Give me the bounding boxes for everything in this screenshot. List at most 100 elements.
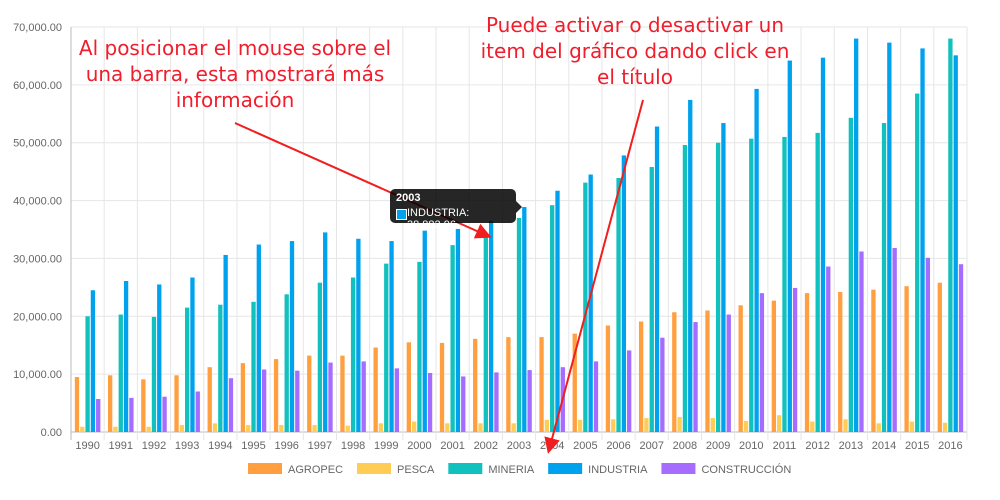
bar-construcción-2009 xyxy=(726,314,731,432)
legend-item-mineria[interactable]: MINERIA xyxy=(488,464,535,476)
bar-industria-2015 xyxy=(920,48,925,433)
bar-industria-1998 xyxy=(356,238,361,432)
legend-item-agropec[interactable]: AGROPEC xyxy=(288,464,343,476)
y-tick-label: 50,000.00 xyxy=(13,138,62,150)
bar-pesca-1998 xyxy=(345,425,350,432)
legend-swatch-pesca[interactable] xyxy=(357,463,392,474)
bar-construcción-2003 xyxy=(527,370,532,432)
bar-industria-1990 xyxy=(90,290,96,432)
bar-mineria-2010 xyxy=(749,138,754,432)
bar-agropec-2003 xyxy=(506,337,511,432)
bar-industria-1992 xyxy=(157,284,162,432)
x-tick-label: 2007 xyxy=(639,440,663,452)
legend-swatch-industria[interactable] xyxy=(548,463,583,474)
x-tick-label: 2012 xyxy=(805,440,829,452)
bar-agropec-2012 xyxy=(804,293,810,432)
x-tick-label: 2015 xyxy=(905,440,929,452)
bar-agropec-2006 xyxy=(605,325,611,432)
y-tick-label: 10,000.00 xyxy=(13,369,62,381)
bar-construcción-2001 xyxy=(461,376,466,432)
bar-mineria-2004 xyxy=(550,205,555,432)
bar-industria-2016 xyxy=(953,55,958,432)
x-tick-label: 2016 xyxy=(938,440,962,452)
bar-agropec-2010 xyxy=(738,305,743,432)
bar-mineria-2001 xyxy=(450,245,455,432)
y-tick-label: 20,000.00 xyxy=(13,311,62,323)
bar-industria-2004 xyxy=(555,190,560,432)
bar-construcción-1998 xyxy=(361,361,366,432)
bar-pesca-1995 xyxy=(246,425,251,432)
bar-industria-2014 xyxy=(887,42,892,432)
bar-construcción-2010 xyxy=(759,293,765,432)
x-tick-label: 1995 xyxy=(241,440,265,452)
bar-mineria-2005 xyxy=(583,182,588,432)
bar-industria-2006 xyxy=(621,155,627,432)
x-tick-label: 2003 xyxy=(507,440,531,452)
x-tick-label: 1998 xyxy=(341,440,365,452)
x-tick-label: 2010 xyxy=(739,440,763,452)
bar-agropec-2011 xyxy=(771,300,777,432)
bar-agropec-2008 xyxy=(672,312,677,432)
legend-item-pesca[interactable]: PESCA xyxy=(397,464,435,476)
bar-industria-1995 xyxy=(256,244,261,432)
bar-agropec-2007 xyxy=(638,321,644,432)
legend-swatch-mineria[interactable] xyxy=(448,463,483,474)
bar-pesca-2003 xyxy=(511,423,516,432)
x-tick-label: 2011 xyxy=(773,440,797,452)
bar-construcción-1996 xyxy=(295,370,300,432)
bar-mineria-2016 xyxy=(948,38,953,432)
x-tick-label: 2013 xyxy=(839,440,863,452)
legend-item-industria[interactable]: INDUSTRIA xyxy=(588,464,648,476)
bar-agropec-1998 xyxy=(340,355,345,432)
bar-pesca-1991 xyxy=(113,426,118,432)
chart-tooltip: 2003 INDUSTRIA: 38,882.96 xyxy=(390,189,522,231)
bar-mineria-1994 xyxy=(218,304,223,432)
x-tick-label: 2009 xyxy=(706,440,730,452)
bar-mineria-1998 xyxy=(350,277,356,432)
bar-pesca-2006 xyxy=(611,419,616,432)
bar-mineria-2014 xyxy=(881,123,887,433)
bar-pesca-1992 xyxy=(146,426,151,432)
bar-industria-2012 xyxy=(820,57,826,433)
bar-industria-2013 xyxy=(854,38,859,432)
bar-mineria-2015 xyxy=(915,93,920,433)
bar-construcción-1991 xyxy=(129,397,134,432)
bar-construcción-1993 xyxy=(195,391,200,432)
bar-pesca-2002 xyxy=(478,423,483,432)
bar-industria-2003 xyxy=(522,207,527,432)
bar-construcción-1995 xyxy=(261,369,267,432)
legend-swatch-agropec[interactable] xyxy=(248,463,282,474)
bar-construcción-2015 xyxy=(925,257,930,432)
bar-agropec-1992 xyxy=(141,379,146,432)
bar-construcción-1999 xyxy=(394,368,400,432)
annotation-arrow-legend xyxy=(544,99,644,454)
bar-industria-2010 xyxy=(754,88,759,433)
bar-construcción-1994 xyxy=(228,378,234,432)
bar-mineria-1997 xyxy=(317,282,323,432)
bar-agropec-2014 xyxy=(871,289,876,432)
bar-pesca-2004 xyxy=(544,419,550,432)
legend-item-construcción[interactable]: CONSTRUCCIÓN xyxy=(701,463,791,476)
y-tick-label: 30,000.00 xyxy=(13,253,62,265)
bar-construcción-2008 xyxy=(693,322,698,432)
bar-agropec-1993 xyxy=(174,375,179,432)
bar-pesca-2009 xyxy=(710,418,715,432)
bar-industria-1997 xyxy=(323,232,328,432)
bar-mineria-1995 xyxy=(251,301,256,432)
x-tick-label: 1999 xyxy=(374,440,398,452)
x-tick-label: 1990 xyxy=(75,440,99,452)
bar-pesca-2013 xyxy=(843,419,848,432)
bar-mineria-2002 xyxy=(483,235,488,432)
x-tick-label: 2014 xyxy=(872,440,896,452)
bar-mineria-1999 xyxy=(384,263,389,432)
bar-agropec-1997 xyxy=(307,355,312,432)
bar-construcción-1990 xyxy=(96,399,101,432)
y-tick-label: 40,000.00 xyxy=(13,196,62,208)
legend-swatch-construcción[interactable] xyxy=(661,463,696,474)
bar-agropec-2002 xyxy=(473,338,478,432)
bar-mineria-2003 xyxy=(516,217,522,432)
x-tick-label: 1997 xyxy=(308,440,332,452)
tooltip-value: INDUSTRIA: 38,882.96 xyxy=(407,207,470,231)
annotation-legend-hint: Puede activar o desactivar un item del g… xyxy=(480,13,790,89)
x-tick-label: 1991 xyxy=(109,440,133,452)
